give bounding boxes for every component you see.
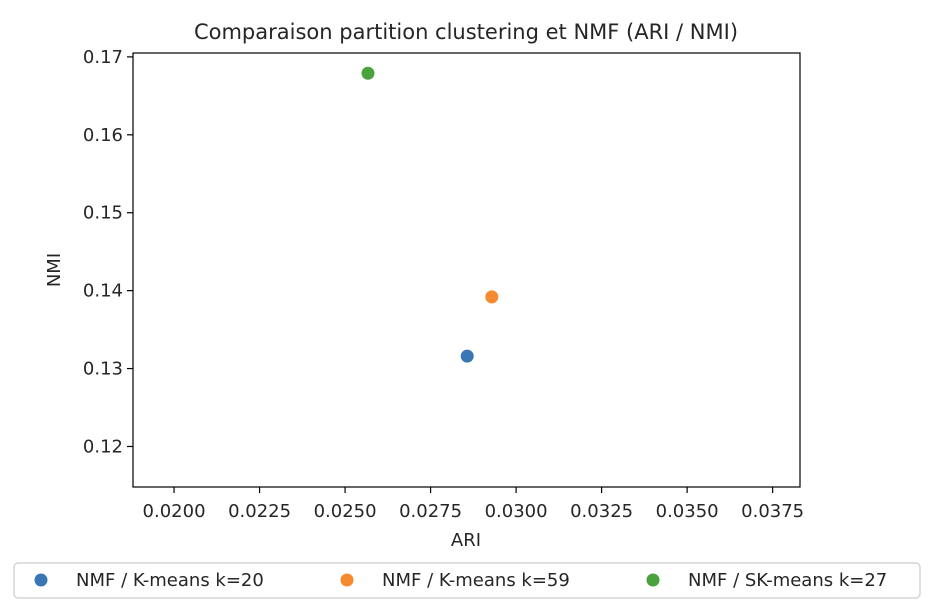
x-tick-label: 0.0275 bbox=[399, 501, 462, 522]
legend-marker bbox=[646, 573, 660, 587]
chart-title: Comparaison partition clustering et NMF … bbox=[194, 20, 738, 44]
legend-label: NMF / SK-means k=27 bbox=[688, 570, 887, 591]
x-tick-label: 0.0225 bbox=[228, 501, 291, 522]
x-tick-label: 0.0375 bbox=[741, 501, 804, 522]
legend-label: NMF / K-means k=59 bbox=[382, 570, 570, 591]
x-tick-label: 0.0250 bbox=[314, 501, 377, 522]
y-tick-label: 0.16 bbox=[83, 125, 123, 146]
data-point bbox=[460, 349, 474, 363]
x-axis-label: ARI bbox=[451, 530, 481, 551]
legend-label: NMF / K-means k=20 bbox=[76, 570, 264, 591]
legend-marker bbox=[34, 573, 48, 587]
data-point bbox=[485, 290, 499, 304]
y-tick-label: 0.13 bbox=[83, 359, 123, 380]
data-point bbox=[361, 66, 375, 80]
y-tick-label: 0.14 bbox=[83, 281, 123, 302]
y-tick-label: 0.12 bbox=[83, 436, 123, 457]
x-tick-label: 0.0300 bbox=[485, 501, 548, 522]
legend-box bbox=[13, 562, 921, 599]
y-tick-label: 0.17 bbox=[83, 47, 123, 68]
x-tick-label: 0.0325 bbox=[570, 501, 633, 522]
legend: NMF / K-means k=20 NMF / K-means k=59 NMF … bbox=[13, 562, 921, 599]
y-tick-label: 0.15 bbox=[83, 203, 123, 224]
x-tick-label: 0.0350 bbox=[656, 501, 719, 522]
y-axis-label: NMI bbox=[44, 253, 65, 287]
plot-frame bbox=[132, 52, 801, 488]
x-tick-label: 0.0200 bbox=[143, 501, 206, 522]
plot-area: 0.0200 0.0225 0.0250 0.0275 0.0300 0.0325 0.03… bbox=[83, 47, 804, 522]
legend-marker bbox=[340, 573, 354, 587]
